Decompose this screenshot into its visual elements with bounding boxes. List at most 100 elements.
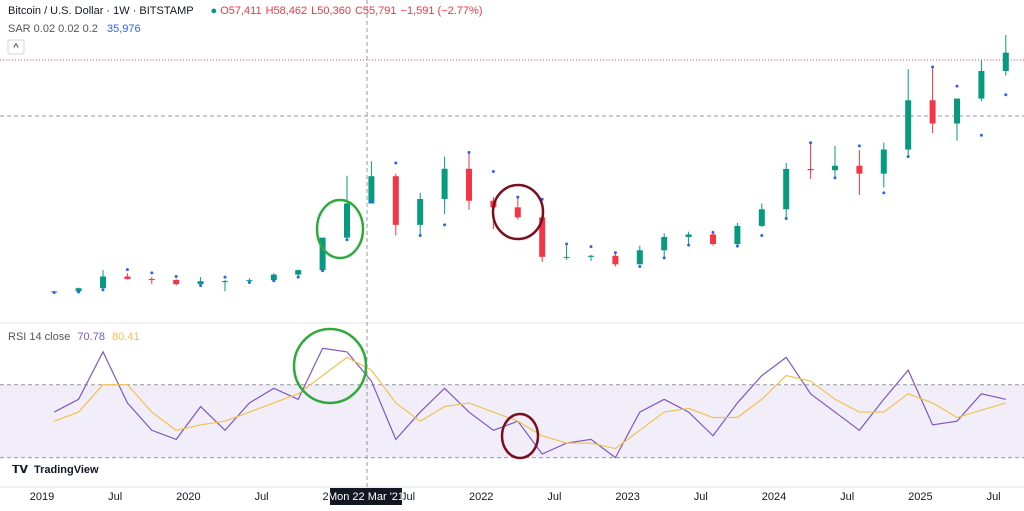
sar-dot: [247, 280, 251, 284]
sar-dot: [979, 133, 983, 137]
candle-body: [319, 237, 326, 271]
candle-body: [978, 71, 985, 99]
sar-dot: [52, 290, 56, 294]
candle-body: [661, 237, 668, 251]
crosshair-label-bg: [330, 488, 402, 505]
x-tick-label: Jul: [840, 491, 854, 503]
rsi-band: [0, 384, 1024, 458]
sar-dot: [77, 290, 81, 294]
sar-dot: [467, 150, 471, 154]
candle-body: [270, 274, 277, 281]
candle-body: [368, 176, 375, 204]
sar-dot: [809, 141, 813, 145]
candle-body: [588, 255, 594, 257]
candle-body: [905, 100, 912, 150]
sar-dot: [638, 264, 642, 268]
chart-title: Bitcoin / U.S. Dollar · 1W · BITSTAMP: [8, 5, 193, 17]
sar-dot: [150, 271, 154, 275]
x-tick-label: 2020: [176, 491, 200, 503]
candle-body: [758, 209, 765, 226]
ohlc-value: C55,791: [355, 5, 397, 17]
sar-dot: [565, 242, 569, 246]
rsi-title: RSI 14 close: [8, 331, 70, 343]
x-tick-label: 2019: [30, 491, 54, 503]
rsi-line: [53, 356, 1006, 450]
sar-dot: [760, 234, 764, 238]
sar-dot: [857, 144, 861, 148]
header: Bitcoin / U.S. Dollar · 1W · BITSTAMP ● …: [8, 5, 482, 17]
sar-dot: [369, 199, 373, 203]
sar-dot: [1004, 93, 1008, 97]
candle-body: [880, 149, 887, 174]
watermark: TradingView: [34, 464, 99, 476]
sar-dot: [321, 269, 325, 273]
sar-dot: [418, 234, 422, 238]
rsi-ma-value: 80.41: [112, 331, 140, 343]
x-tick-label: 2023: [615, 491, 639, 503]
collapse-icon: ^: [13, 42, 19, 54]
x-tick-label: Jul: [694, 491, 708, 503]
annotation-circle: [315, 198, 365, 260]
sar-dot: [516, 195, 520, 199]
ohlc-value: O57,411: [220, 5, 261, 17]
sar-dot: [882, 191, 886, 195]
indicator-legend: SAR 0.02 0.02 0.2 35,976: [8, 23, 141, 35]
candle-body: [246, 280, 253, 282]
sar-dot: [174, 274, 178, 278]
candle-body: [466, 168, 472, 201]
sar-dot: [443, 223, 447, 227]
candle-body: [636, 250, 643, 265]
sar-dot: [125, 268, 129, 272]
candle-body: [344, 203, 350, 238]
candle-body: [539, 217, 546, 257]
x-tick-label: Jul: [401, 491, 415, 503]
candle-body: [710, 234, 716, 245]
sar-dot: [906, 155, 910, 159]
sar-dot: [199, 284, 203, 288]
candle-body: [832, 165, 838, 171]
x-tick-label: Jul: [255, 491, 269, 503]
candle-body: [929, 100, 936, 124]
candle-body: [75, 288, 82, 292]
indicator-label: SAR 0.02 0.02 0.2: [8, 23, 98, 35]
candle-body: [148, 279, 155, 281]
sar-dot: [735, 244, 739, 248]
ohlc-value: −1,591 (−2.77%): [401, 5, 483, 17]
sar-dot: [296, 275, 300, 279]
candle-body: [807, 168, 814, 171]
rsi-value: 70.78: [77, 331, 105, 343]
candle-body: [856, 165, 863, 174]
candle-body: [783, 168, 790, 210]
x-tick-label: Jul: [547, 491, 561, 503]
collapse-button[interactable]: [7, 39, 25, 55]
rsi-legend: RSI 14 close 70.78 80.41: [8, 331, 140, 343]
x-tick-label: Jul: [108, 491, 122, 503]
sar-dot: [272, 279, 276, 283]
ohlc: O57,411 H58,462 L50,360 C55,791 −1,591 (−2.7…: [220, 5, 482, 17]
sar-dot: [784, 216, 788, 220]
annotation-circle: [292, 327, 368, 405]
x-tick-label: Jul: [987, 491, 1001, 503]
sar-dot: [931, 65, 935, 69]
sar-dot: [345, 238, 349, 242]
candle-body: [734, 225, 741, 245]
sar-dot: [955, 84, 959, 88]
sar-dot: [833, 176, 837, 180]
candle-body: [417, 199, 424, 225]
sar-dot: [589, 245, 593, 249]
ohlc-value: H58,462: [266, 5, 308, 17]
x-tick-label: 2022: [469, 491, 493, 503]
sar-dot: [687, 243, 691, 247]
x-tick-label: 2025: [908, 491, 932, 503]
candle-body: [222, 281, 228, 283]
candle-body: [197, 281, 204, 285]
status-dot: ●: [210, 5, 217, 17]
logo: 𝗧𝗩: [12, 464, 29, 476]
candle-body: [392, 176, 399, 225]
candle-body: [124, 276, 131, 280]
crosshair-label: Mon 22 Mar '21: [328, 491, 404, 503]
rsi-line: [53, 347, 1006, 459]
candle-body: [100, 276, 106, 289]
sar-dot: [223, 275, 227, 279]
